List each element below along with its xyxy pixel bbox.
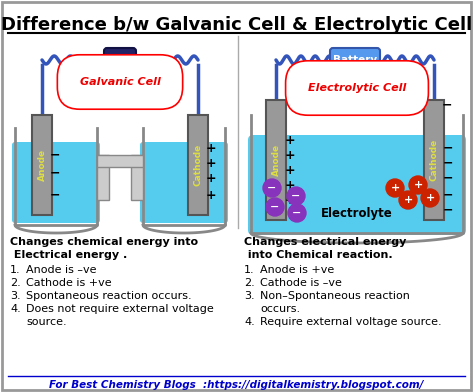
Text: +: + (285, 149, 295, 162)
Text: −: − (443, 203, 453, 216)
Text: Electrical energy .: Electrical energy . (10, 250, 127, 260)
Text: Cathode is +ve: Cathode is +ve (26, 278, 112, 288)
Circle shape (263, 179, 281, 197)
Text: −: − (50, 149, 60, 162)
Bar (97, 155, 143, 167)
FancyBboxPatch shape (140, 142, 228, 223)
Text: −: − (291, 191, 301, 201)
Text: 2.: 2. (10, 278, 21, 288)
Text: +: + (285, 134, 295, 147)
Text: Cathode: Cathode (429, 139, 438, 181)
Text: +: + (403, 195, 412, 205)
Bar (97, 155, 109, 200)
Text: +: + (285, 163, 295, 176)
Bar (131, 155, 143, 200)
Text: +: + (206, 172, 216, 185)
Text: For Best Chemistry Blogs  :https://digitalkemistry.blogspot.com/: For Best Chemistry Blogs :https://digita… (49, 380, 424, 390)
Text: −: − (443, 142, 453, 154)
FancyBboxPatch shape (104, 48, 136, 72)
Text: Anode: Anode (272, 144, 280, 176)
Text: 3.: 3. (10, 291, 21, 301)
Text: source.: source. (26, 317, 67, 327)
Text: +: + (425, 193, 435, 203)
Text: Electrolyte: Electrolyte (321, 207, 393, 220)
Text: Battery: Battery (333, 55, 377, 65)
Text: −: − (292, 208, 302, 218)
Text: +: + (206, 142, 216, 154)
Text: −: − (443, 189, 453, 201)
Bar (424, 100, 444, 220)
Text: Spontaneous reaction occurs.: Spontaneous reaction occurs. (26, 291, 192, 301)
Text: 2.: 2. (244, 278, 255, 288)
Bar (188, 115, 208, 215)
Text: −: − (442, 98, 452, 111)
Circle shape (386, 179, 404, 197)
Text: −: − (50, 189, 60, 201)
Text: Cathode is –ve: Cathode is –ve (260, 278, 342, 288)
FancyBboxPatch shape (12, 142, 100, 223)
Text: −: − (443, 172, 453, 185)
Text: 4.: 4. (10, 304, 21, 314)
Text: +: + (285, 178, 295, 192)
Circle shape (288, 204, 306, 222)
Text: V: V (115, 53, 125, 67)
Text: +: + (413, 180, 422, 190)
Text: occurs.: occurs. (260, 304, 300, 314)
Text: Anode is –ve: Anode is –ve (26, 265, 96, 275)
Text: Anode: Anode (37, 149, 46, 181)
Text: Non–Spontaneous reaction: Non–Spontaneous reaction (260, 291, 410, 301)
Text: Changes chemical energy into: Changes chemical energy into (10, 237, 198, 247)
Bar (266, 100, 286, 220)
Circle shape (399, 191, 417, 209)
Text: −: − (267, 183, 277, 193)
FancyBboxPatch shape (330, 48, 380, 72)
Text: Changes electrical energy: Changes electrical energy (244, 237, 406, 247)
Text: Difference b/w Galvanic Cell & Electrolytic Cell: Difference b/w Galvanic Cell & Electroly… (1, 16, 472, 34)
Text: Galvanic Cell: Galvanic Cell (79, 77, 160, 87)
Text: 4.: 4. (244, 317, 255, 327)
Text: −: − (50, 167, 60, 180)
Text: Electrolytic Cell: Electrolytic Cell (308, 83, 406, 93)
Text: +: + (390, 183, 400, 193)
Text: Cathode: Cathode (193, 144, 202, 186)
Text: 1.: 1. (244, 265, 254, 275)
Text: −: − (270, 202, 280, 212)
FancyBboxPatch shape (248, 135, 466, 235)
Text: 3.: 3. (244, 291, 254, 301)
Bar (32, 115, 52, 215)
Circle shape (409, 176, 427, 194)
Circle shape (287, 187, 305, 205)
Text: +: + (206, 156, 216, 169)
Text: into Chemical reaction.: into Chemical reaction. (244, 250, 393, 260)
Text: 1.: 1. (10, 265, 21, 275)
Text: −: − (443, 156, 453, 169)
Text: +: + (206, 189, 216, 201)
Text: Require external voltage source.: Require external voltage source. (260, 317, 442, 327)
Circle shape (421, 189, 439, 207)
Text: Does not require external voltage: Does not require external voltage (26, 304, 214, 314)
Text: +: + (285, 194, 295, 207)
Circle shape (266, 198, 284, 216)
Text: Anode is +ve: Anode is +ve (260, 265, 334, 275)
